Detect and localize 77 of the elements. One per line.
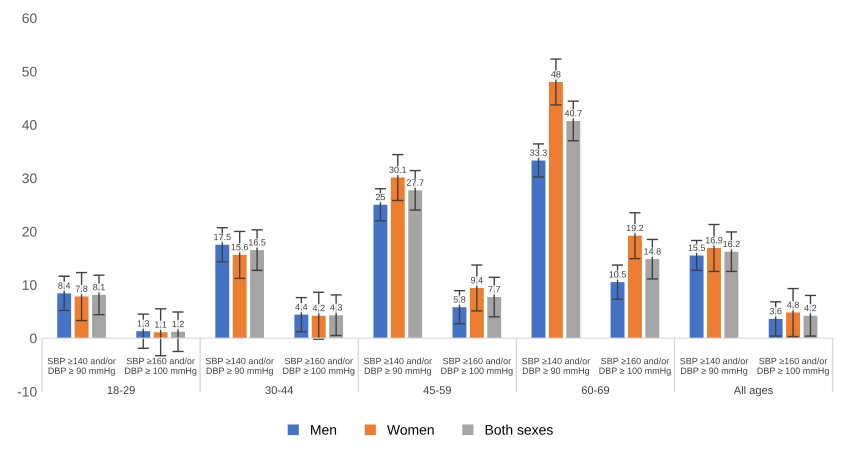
- data-label: 9.4: [470, 277, 483, 284]
- data-label: 19.2: [626, 224, 644, 232]
- y-tick-label: 0: [30, 333, 37, 344]
- data-label: 33.3: [530, 150, 547, 156]
- data-label: 4.2: [312, 304, 325, 312]
- x-tick-label: SBP ≥140 and/or DBP ≥ 90 mmHg: [522, 358, 590, 376]
- data-label: 4.8: [786, 302, 799, 308]
- y-tick-label: 50: [22, 66, 37, 77]
- y-tick-label: 30: [22, 173, 37, 184]
- bar: [548, 82, 563, 338]
- annotation: 60-69: [582, 386, 610, 394]
- data-label: 8.1: [93, 284, 105, 290]
- data-label: 30.1: [389, 166, 406, 173]
- data-label: 8.4: [58, 282, 70, 289]
- data-label: 1.2: [172, 320, 184, 328]
- data-label: 17.5: [214, 234, 231, 240]
- bar: [645, 259, 660, 338]
- bar: [373, 204, 388, 338]
- x-tick-label: SBP ≥160 and/or DBP ≥ 100 mmHg: [441, 358, 513, 376]
- legend-label: Women: [387, 425, 434, 435]
- annotation: 45-59: [423, 386, 452, 394]
- x-tick-label: SBP ≥140 and/or DBP ≥ 90 mmHg: [48, 358, 116, 376]
- legend-label: Men: [311, 425, 336, 435]
- bar: [532, 160, 546, 338]
- bar: [250, 250, 264, 338]
- data-label: 48: [551, 71, 561, 78]
- y-tick-label: 60: [22, 13, 37, 24]
- data-label: 4.2: [804, 304, 816, 312]
- data-label: 1.1: [155, 321, 166, 328]
- data-label: 40.7: [564, 110, 582, 116]
- bar: [74, 296, 89, 338]
- data-label: 16.5: [248, 239, 266, 246]
- data-label: 15.6: [232, 244, 248, 250]
- data-label: 10.5: [609, 271, 626, 278]
- bar: [690, 255, 704, 338]
- bar: [452, 307, 466, 338]
- annotation: 18-29: [108, 386, 135, 394]
- x-tick-label: SBP ≥160 and/or DBP ≥ 100 mmHg: [283, 358, 354, 376]
- data-label: 14.8: [644, 248, 661, 255]
- bar: [215, 244, 230, 338]
- bar: [408, 190, 422, 338]
- legend-label: Both sexes: [486, 424, 553, 435]
- x-tick-label: SBP ≥160 and/or DBP ≥ 100 mmHg: [125, 358, 196, 376]
- bar: [707, 248, 721, 338]
- bar: [92, 294, 106, 338]
- data-label: 4.4: [295, 304, 308, 310]
- bar: [390, 178, 405, 338]
- x-tick-label: SBP ≥140 and/or DBP ≥ 90 mmHg: [206, 358, 274, 376]
- bar: [724, 252, 738, 338]
- bar: [628, 236, 642, 338]
- data-label: 1.3: [138, 320, 150, 327]
- bar: [57, 293, 72, 338]
- data-label: 7.8: [76, 286, 88, 292]
- data-label: 16.2: [723, 240, 740, 248]
- data-label: 3.6: [770, 308, 782, 314]
- x-tick-label: SBP ≥160 and/or DBP ≥ 100 mmHg: [758, 358, 829, 376]
- bar: [487, 297, 502, 338]
- data-label: 5.8: [454, 296, 466, 303]
- y-tick-label: 40: [22, 120, 37, 130]
- data-label: 15.5: [688, 244, 706, 251]
- data-label: 7.7: [488, 286, 500, 292]
- data-label: 27.7: [406, 179, 424, 186]
- y-tick-label: -10: [18, 386, 37, 397]
- x-tick-label: SBP ≥140 and/or DBP ≥ 90 mmHg: [364, 358, 432, 376]
- bar: [610, 282, 625, 338]
- data-label: 16.9: [706, 237, 722, 244]
- bar: [566, 120, 580, 338]
- y-tick-label: 20: [22, 226, 37, 237]
- bar: [470, 288, 484, 338]
- x-tick-label: SBP ≥140 and/or DBP ≥ 90 mmHg: [680, 358, 748, 376]
- data-label: 4.3: [330, 304, 342, 311]
- data-label: 25: [376, 194, 386, 200]
- x-tick-label: SBP ≥160 and/or DBP ≥ 100 mmHg: [599, 358, 671, 376]
- annotation: 30-44: [265, 386, 294, 394]
- annotation: All ages: [734, 386, 773, 396]
- bar: [232, 254, 247, 338]
- y-tick-label: 10: [22, 280, 37, 290]
